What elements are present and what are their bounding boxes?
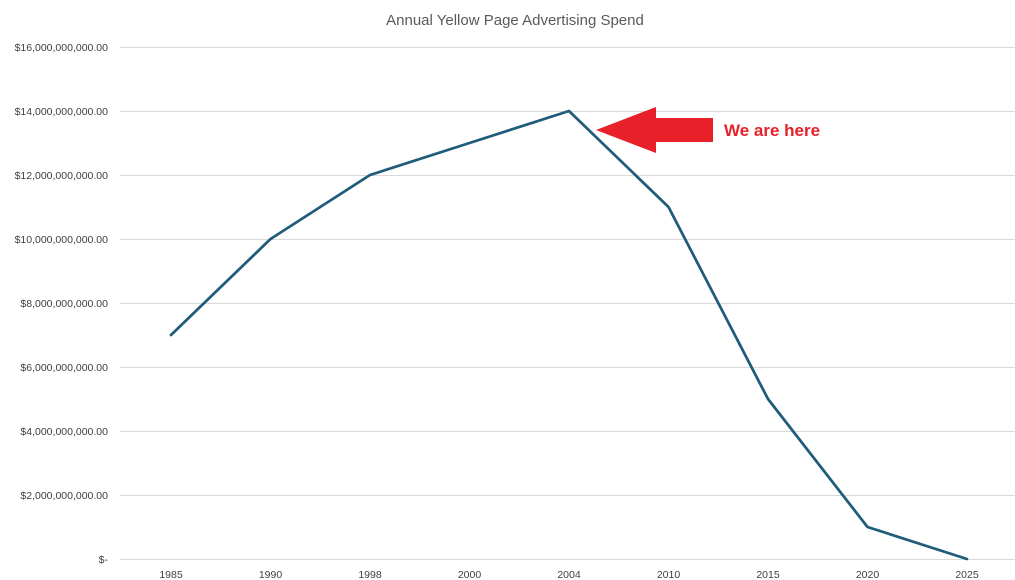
annotation-label: We are here [724, 121, 820, 140]
x-axis-tick-labels: 1985 1990 1998 2000 2004 2010 2015 2020 2025 [159, 569, 979, 580]
x-tick-label: 1985 [159, 569, 183, 580]
y-tick-label: $2,000,000,000.00 [20, 490, 108, 502]
x-tick-label: 2004 [557, 569, 581, 580]
y-axis-tick-labels: $- $2,000,000,000.00 $4,000,000,000.00 $6,0… [15, 42, 109, 566]
x-tick-label: 2020 [856, 569, 880, 580]
y-tick-label: $- [99, 554, 109, 566]
y-tick-label: $4,000,000,000.00 [20, 426, 108, 438]
series-line [169, 109, 969, 561]
y-tick-label: $6,000,000,000.00 [20, 362, 108, 374]
series-lines [169, 109, 969, 561]
x-tick-label: 2000 [458, 569, 482, 580]
gridlines [120, 47, 1015, 560]
y-tick-label: $10,000,000,000.00 [15, 234, 109, 246]
chart-title: Annual Yellow Page Advertising Spend [386, 12, 644, 29]
annotation-arrow-icon [596, 107, 713, 153]
x-tick-label: 2015 [756, 569, 780, 580]
annotation: We are here [596, 107, 820, 153]
y-tick-label: $16,000,000,000.00 [15, 42, 109, 54]
y-tick-label: $8,000,000,000.00 [20, 298, 108, 310]
x-tick-label: 2025 [955, 569, 979, 580]
y-tick-label: $12,000,000,000.00 [15, 170, 109, 182]
x-tick-label: 1998 [358, 569, 382, 580]
y-tick-label: $14,000,000,000.00 [15, 106, 109, 118]
x-tick-label: 1990 [259, 569, 283, 580]
x-tick-label: 2010 [657, 569, 681, 580]
